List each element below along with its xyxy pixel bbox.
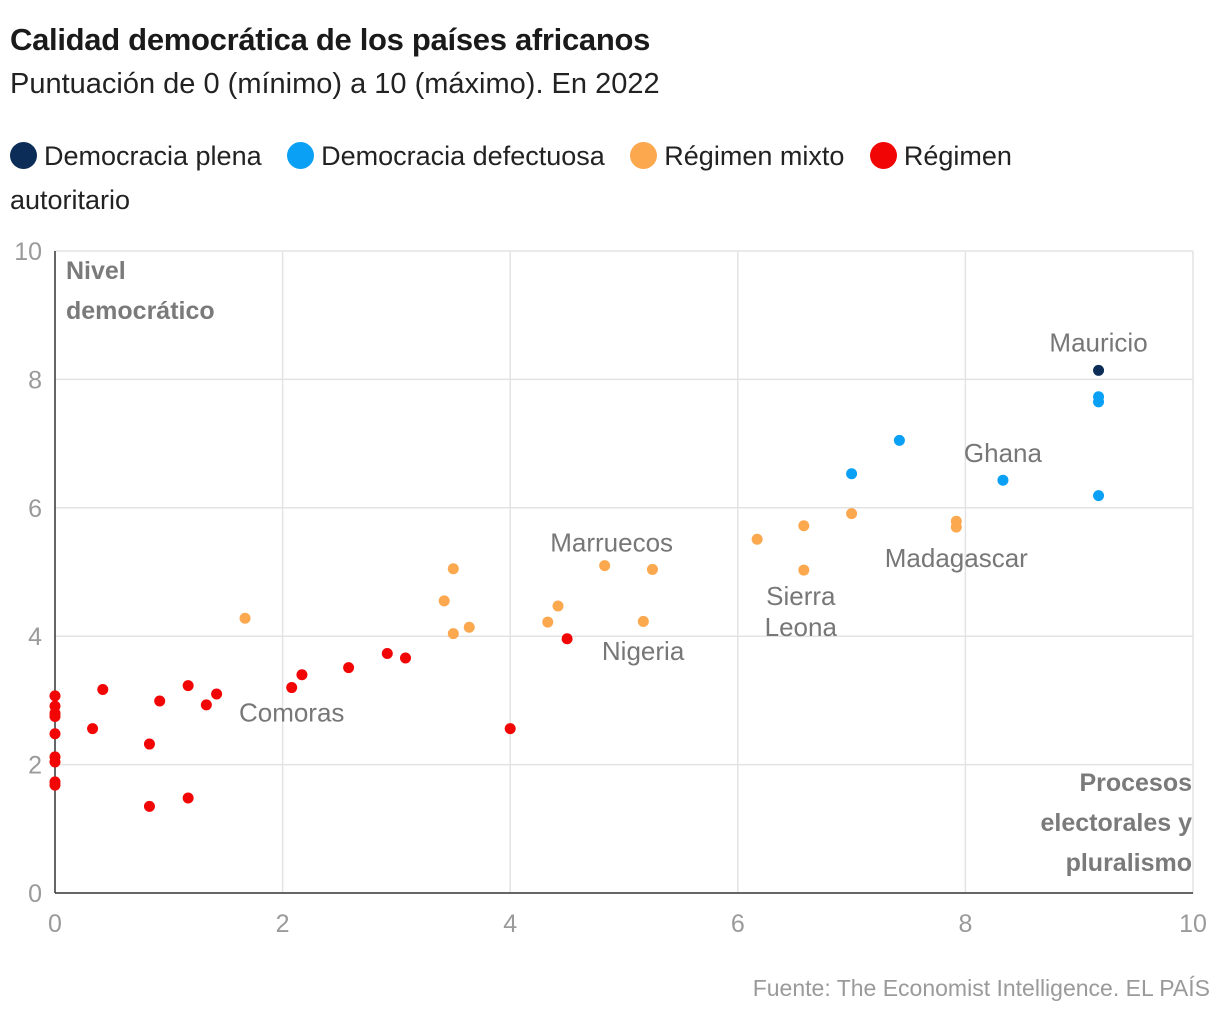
data-point: [997, 474, 1009, 486]
data-point: [798, 564, 810, 576]
x-axis-title-line-2: electorales y: [1041, 809, 1193, 837]
data-point: [1093, 490, 1105, 502]
source-note: Fuente: The Economist Intelligence. EL P…: [752, 975, 1210, 1001]
x-axis-title-line-3: pluralismo: [1066, 849, 1192, 877]
legend-swatch: [10, 142, 37, 169]
data-point: [154, 695, 166, 707]
data-point: [49, 728, 61, 740]
chart-title: Calidad democrática de los países africa…: [10, 22, 651, 57]
data-point: [143, 738, 155, 750]
y-tick-label: 4: [28, 623, 42, 651]
data-point: [438, 595, 450, 607]
annotation-label: Nigeria: [602, 636, 685, 666]
data-point: [646, 563, 658, 575]
data-point: [798, 520, 810, 532]
x-tick-label: 4: [503, 910, 517, 938]
data-point: [182, 792, 194, 804]
axis-titles: Nivel democrático Procesos electorales y…: [66, 257, 1192, 877]
data-point: [950, 521, 962, 533]
annotation-label: Marruecos: [550, 528, 673, 558]
y-tick-label: 6: [28, 495, 42, 523]
data-point: [447, 563, 459, 575]
x-tick-label: 2: [276, 910, 290, 938]
annotation-label: Madagascar: [885, 543, 1028, 573]
legend-label: Democracia defectuosa: [321, 141, 605, 171]
y-tick-label: 0: [28, 880, 42, 908]
grid: [54, 250, 1194, 894]
legend-swatch: [287, 142, 315, 169]
legend-item-democracia-defectuosa: Democracia defectuosa: [287, 141, 605, 171]
data-point: [87, 723, 99, 735]
data-point: [561, 633, 573, 645]
data-point: [637, 615, 649, 627]
data-point: [182, 680, 194, 692]
x-tick-label: 6: [731, 910, 745, 938]
tick-labels: 0 2 4 6 8 10 0 2 4 6 8 10: [14, 238, 1207, 938]
data-point: [846, 508, 858, 520]
annotation-label: Comoras: [239, 698, 344, 728]
data-point: [200, 699, 212, 711]
data-point: [49, 690, 61, 702]
legend-item-democracia-plena: Democracia plena: [10, 141, 262, 171]
data-point: [552, 600, 564, 612]
data-point: [343, 662, 355, 674]
legend-label: Régimen mixto: [664, 141, 845, 171]
x-axis-title-line-1: Procesos: [1079, 769, 1192, 797]
y-tick-label: 8: [28, 366, 42, 394]
data-point: [286, 682, 298, 694]
data-points: [49, 364, 1105, 812]
data-point: [846, 468, 858, 480]
data-point: [599, 560, 611, 572]
annotations: Mauricio Ghana Marruecos Madagascar Sierra Le…: [239, 327, 1148, 727]
data-point: [49, 756, 61, 768]
y-axis-title-line-1: Nivel: [66, 257, 126, 285]
annotation-label: Mauricio: [1049, 327, 1147, 357]
y-tick-label: 2: [28, 752, 42, 780]
y-axis-title-line-2: democrático: [66, 297, 215, 325]
data-point: [542, 616, 554, 628]
data-point: [400, 652, 412, 664]
legend-item-regimen-autoritario: Régimen autoritario: [10, 141, 1012, 215]
data-point: [97, 683, 109, 695]
x-tick-label: 8: [958, 910, 972, 938]
legend: Democracia plena Democracia defectuosa R…: [10, 134, 1130, 222]
y-tick-label: 10: [14, 238, 42, 266]
data-point: [1093, 396, 1105, 408]
data-point: [504, 723, 516, 735]
data-point: [751, 533, 763, 545]
data-point: [893, 434, 905, 446]
annotation-label: Ghana: [964, 438, 1043, 468]
data-point: [143, 800, 155, 812]
x-tick-label: 10: [1179, 910, 1207, 938]
x-tick-label: 0: [48, 910, 62, 938]
chart-subtitle: Puntuación de 0 (mínimo) a 10 (máximo). …: [10, 68, 660, 100]
data-point: [239, 612, 251, 624]
legend-swatch: [630, 142, 658, 169]
legend-item-regimen-mixto: Régimen mixto: [630, 141, 844, 171]
data-point: [49, 779, 61, 791]
data-point: [296, 669, 308, 681]
data-point: [1093, 364, 1105, 376]
data-point: [49, 710, 61, 722]
data-point: [463, 621, 475, 633]
legend-swatch: [869, 142, 897, 169]
data-point: [211, 688, 223, 700]
legend-label: Democracia plena: [44, 141, 262, 171]
legend-label: Régimen autoritario: [10, 141, 1012, 215]
data-point: [381, 648, 393, 660]
data-point: [447, 628, 459, 640]
annotation-label: Sierra Leona: [765, 581, 838, 642]
